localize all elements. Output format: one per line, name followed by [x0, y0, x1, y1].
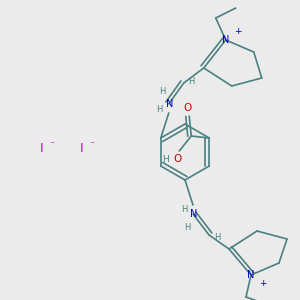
Text: H: H — [189, 76, 195, 85]
Text: N: N — [190, 209, 198, 219]
Text: ⁻: ⁻ — [50, 140, 55, 150]
Text: N: N — [247, 270, 255, 280]
Text: I: I — [80, 142, 84, 154]
Text: H: H — [162, 154, 169, 164]
Text: H: H — [181, 205, 187, 214]
Text: N: N — [222, 35, 230, 45]
Text: O: O — [183, 103, 191, 113]
Text: N: N — [166, 99, 173, 109]
Text: I: I — [40, 142, 44, 154]
Text: O: O — [173, 154, 182, 164]
Text: H: H — [214, 232, 220, 242]
Text: +: + — [259, 278, 267, 287]
Text: +: + — [234, 28, 242, 37]
Text: H: H — [184, 223, 190, 232]
Text: H: H — [157, 104, 163, 113]
Text: H: H — [160, 86, 166, 95]
Text: ⁻: ⁻ — [89, 140, 94, 150]
